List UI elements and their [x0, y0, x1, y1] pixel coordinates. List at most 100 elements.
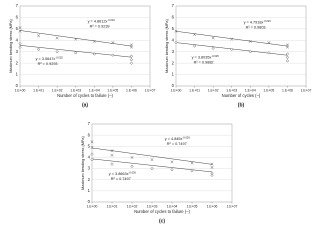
plot-area	[19, 5, 151, 87]
marker-diamond	[170, 168, 174, 172]
marker-diamond	[90, 158, 94, 162]
marker-x	[210, 165, 214, 169]
trend-equation: y = 3.8035x-0.025	[192, 53, 220, 59]
r-squared: R² = 0.9803	[246, 25, 266, 29]
x-tick-label: 1.E+03	[226, 88, 237, 92]
marker-diamond	[150, 166, 154, 171]
equation-text: y = 4.8612x	[88, 19, 108, 23]
r-squared: R² = 0.7497	[167, 142, 187, 146]
marker-x	[267, 41, 271, 45]
x-tick-label: 1.E+00	[171, 88, 182, 92]
y-tick-label: 1	[172, 72, 175, 77]
x-axis-title: Number of cycles (–)	[222, 93, 261, 98]
y-tick-label: 5	[172, 26, 175, 31]
y-tick-label: 6	[88, 132, 91, 137]
x-tick-label: 1.E+04	[167, 204, 178, 208]
marker-diamond	[210, 173, 214, 177]
marker-x	[90, 140, 94, 144]
marker-diamond	[192, 44, 197, 48]
equation-text: y = 3.8035x	[192, 55, 212, 59]
marker-x	[174, 29, 178, 33]
marker-x	[55, 36, 59, 40]
equation-exponent: -0.026	[129, 170, 137, 174]
marker-x	[130, 155, 134, 159]
y-tick-label: 4	[172, 37, 175, 42]
marker-diamond	[90, 152, 94, 156]
marker-x	[285, 43, 289, 47]
marker-diamond	[110, 162, 114, 166]
marker-x	[111, 41, 115, 45]
x-tick-label: 1.E+01	[33, 88, 44, 92]
equation-exponent: -0.025	[211, 53, 219, 57]
marker-x	[248, 39, 252, 43]
marker-diamond	[130, 164, 134, 168]
marker-x	[150, 158, 154, 162]
marker-x	[211, 36, 215, 40]
marker-diamond	[55, 50, 59, 54]
trend-equation: y = 4.7918x-0.023	[244, 18, 272, 24]
chart-panel: 0 1 2 3 4 5 6 7 1.E+00 1.E+01 1.E+02 1.E+03 1.E+04 1.…	[81, 121, 238, 224]
marker-diamond	[267, 51, 271, 55]
marker-diamond	[129, 61, 134, 65]
x-tick-label: 1.E+05	[187, 204, 198, 208]
y-tick-label: 3	[172, 49, 175, 54]
x-tick-label: 1.E+07	[301, 88, 312, 92]
x-tick-label: 1.E+00	[15, 88, 26, 92]
equation-text: y = 3.8663x	[109, 172, 129, 176]
equation-exponent: -0.026	[182, 135, 190, 139]
marker-x	[190, 161, 194, 165]
marker-diamond	[285, 59, 290, 63]
equation-text: y = 4.845x	[165, 137, 183, 141]
y-tick-label: 2	[172, 60, 175, 65]
y-tick-label: 6	[16, 15, 19, 20]
x-axis-title: Number of cycles to failure (–)	[134, 209, 190, 214]
y-tick-label: 2	[88, 177, 91, 182]
x-tick-label: 1.E+03	[147, 204, 158, 208]
y-tick-label: 6	[172, 15, 175, 20]
trend-equation: y = 4.8612x-0.024	[88, 18, 116, 24]
y-axis-title: Maximum bending stress (MPa)	[81, 135, 85, 189]
marker-x	[285, 45, 289, 49]
x-tick-label: 1.E+02	[208, 88, 219, 92]
trendline	[19, 30, 132, 47]
y-tick-label: 7	[16, 3, 19, 8]
marker-x	[18, 26, 22, 30]
chart-panel: 0 1 2 3 4 5 6 7 1.E+00 1.E+01 1.E+02 1.E+03 1.E+04 1.…	[165, 3, 312, 108]
marker-x	[18, 29, 22, 33]
equation-text: y = 3.5647x	[36, 57, 56, 61]
marker-diamond	[211, 46, 215, 50]
r-squared: R² = 0.9239	[90, 24, 110, 28]
marker-x	[90, 145, 94, 149]
marker-x	[37, 34, 41, 38]
y-tick-label: 3	[88, 166, 91, 171]
marker-x	[210, 162, 214, 166]
y-tick-label: 0	[16, 83, 19, 88]
trendline	[175, 31, 288, 47]
x-tick-label: 1.E+06	[282, 88, 293, 92]
marker-x	[110, 149, 114, 153]
y-tick-label: 7	[88, 121, 91, 126]
marker-diamond	[18, 42, 22, 46]
marker-diamond	[36, 47, 41, 52]
r-squared: R² = 0.9293	[38, 62, 58, 66]
y-axis-title: Maximum bending stress (MPa)	[9, 18, 13, 72]
y-tick-label: 0	[172, 83, 175, 88]
marker-x	[92, 39, 96, 43]
y-tick-label: 3	[16, 49, 19, 54]
x-tick-label: 1.E+02	[127, 204, 138, 208]
trend-equation: y = 4.845x-0.026	[165, 135, 191, 141]
x-tick-label: 1.E+01	[107, 204, 118, 208]
marker-diamond	[285, 52, 290, 56]
panel-caption: (b)	[238, 102, 245, 108]
y-tick-label: 5	[16, 26, 19, 31]
marker-diamond	[74, 51, 78, 55]
equation-exponent: -0.024	[107, 18, 115, 22]
r-squared: R² = 0.9882	[194, 60, 214, 64]
marker-x	[193, 33, 197, 37]
x-tick-label: 1.E+07	[227, 204, 238, 208]
marker-diamond	[248, 50, 252, 54]
x-tick-label: 1.E+05	[107, 88, 118, 92]
x-tick-label: 1.E+07	[145, 88, 156, 92]
marker-diamond	[230, 47, 234, 52]
